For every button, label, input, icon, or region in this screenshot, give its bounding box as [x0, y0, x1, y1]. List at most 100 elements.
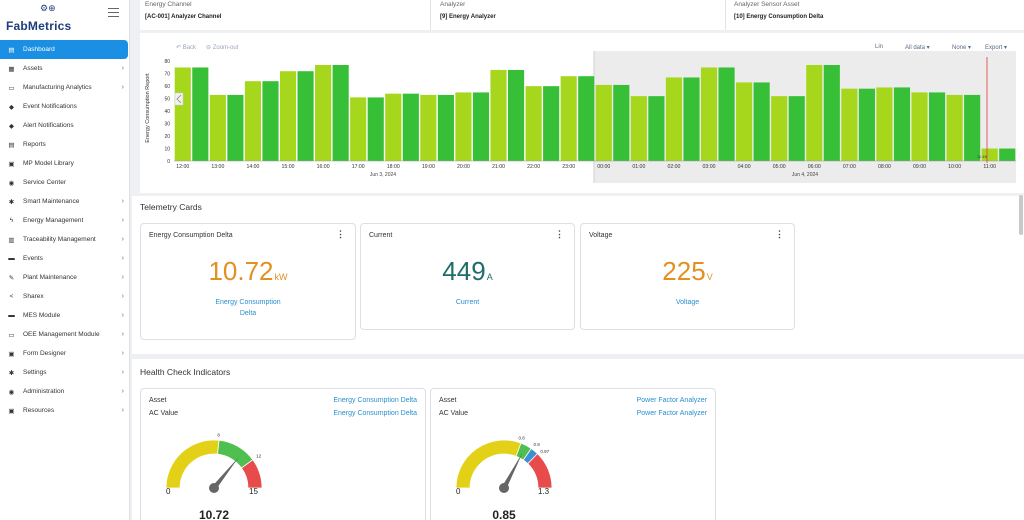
hamburger-menu-icon[interactable] — [108, 8, 119, 17]
sidebar-item-oee-management-module[interactable]: ▭ OEE Management Module › — [0, 325, 130, 344]
health-gauge: 0.8 0.9 0.97 — [455, 435, 553, 493]
chevron-right-icon: › — [121, 350, 124, 357]
chart-none-dropdown[interactable]: None ▾ — [952, 45, 972, 51]
sidebar-item-mes-module[interactable]: ▬ MES Module › — [0, 306, 130, 325]
sidebar-item-reports[interactable]: ▤ Reports — [0, 135, 130, 154]
sidebar-item-plant-maintenance[interactable]: ✎ Plant Maintenance › — [0, 268, 130, 287]
chart-zoom-out-button[interactable]: ⊖ Zoom-out — [206, 45, 239, 51]
energy-channel-filter[interactable]: Energy Channel [AC-001] Analyzer Channel — [145, 1, 221, 20]
divider — [725, 0, 726, 30]
gauge-value: 0.85 — [492, 508, 516, 520]
service-icon: ◉ — [8, 179, 15, 187]
kebab-menu-icon[interactable]: ⋮ — [336, 229, 345, 239]
gauge-min-label: 0 — [456, 487, 461, 496]
y-axis-title: Energy Consumption Report — [145, 73, 151, 143]
x-tick-label: 14:00 — [246, 164, 259, 170]
sidebar-item-events[interactable]: ▬ Events › — [0, 249, 130, 268]
y-tick-label: 60 — [164, 84, 170, 90]
chevron-right-icon: › — [121, 369, 124, 376]
metric-label-line1[interactable]: Energy Consumption — [215, 299, 281, 306]
ac-value-value[interactable]: Power Factor Analyzer — [636, 410, 707, 417]
chart-back-button[interactable]: ↶ Back — [176, 45, 197, 51]
marker-label: 11:15 — [977, 154, 987, 159]
sidebar-item-service-center[interactable]: ◉ Service Center — [0, 173, 130, 192]
admin-icon: ◉ — [8, 388, 15, 396]
app-logo[interactable]: ⚙⊕ FabMetrics — [4, 3, 104, 33]
chart-bar — [192, 67, 209, 161]
sidebar-item-manufacturing-analytics[interactable]: ▭ Manufacturing Analytics › — [0, 78, 130, 97]
sidebar-item-mp-model-library[interactable]: ▣ MP Model Library — [0, 154, 130, 173]
chart-bar — [928, 92, 946, 161]
chart-all-data-dropdown[interactable]: All data ▾ — [905, 45, 930, 51]
sidebar-item-label: Smart Maintenance — [23, 198, 80, 205]
oee-icon: ▭ — [8, 331, 15, 339]
gauge-max-label: 1.3 — [538, 487, 550, 496]
logo-mark-icon: ⚙⊕ — [40, 3, 56, 13]
metric-label-line2[interactable]: Delta — [239, 310, 257, 317]
health-card-energy: Asset Energy Consumption Delta AC Value … — [140, 388, 426, 520]
sidebar-item-traceability-management[interactable]: ▥ Traceability Management › — [0, 230, 130, 249]
sidebar-item-resources[interactable]: ▣ Resources › — [0, 401, 130, 420]
sidebar-item-label: Sharex — [23, 293, 44, 300]
telemetry-section: Telemetry Cards Energy Consumption Delta… — [132, 196, 1024, 354]
sidebar-item-alert-notifications[interactable]: ◆ Alert Notifications — [0, 116, 130, 135]
x-tick-label: 17:00 — [352, 164, 365, 170]
sidebar-item-label: Event Notifications — [23, 103, 77, 110]
sidebar: ⚙⊕ FabMetrics ▤ Dashboard ▦ Assets › ▭ Manufac… — [0, 0, 130, 520]
sidebar-item-label: Administration — [23, 388, 65, 395]
y-tick-label: 50 — [164, 97, 170, 103]
kebab-menu-icon[interactable]: ⋮ — [775, 229, 784, 239]
sidebar-item-smart-maintenance[interactable]: ✱ Smart Maintenance › — [0, 192, 130, 211]
sidebar-item-form-designer[interactable]: ▣ Form Designer › — [0, 344, 130, 363]
chart-bar — [841, 88, 858, 161]
sidebar-item-energy-management[interactable]: ϟ Energy Management › — [0, 211, 130, 230]
asset-value[interactable]: Energy Consumption Delta — [333, 397, 417, 404]
section-title: Health Check Indicators — [140, 367, 231, 377]
chevron-right-icon: › — [121, 274, 124, 281]
sidebar-item-settings[interactable]: ✱ Settings › — [0, 363, 130, 382]
page-scrollbar[interactable] — [1019, 195, 1023, 235]
kebab-menu-icon[interactable]: ⋮ — [555, 229, 564, 239]
sidebar-item-event-notifications[interactable]: ◆ Event Notifications — [0, 97, 130, 116]
ac-value-value[interactable]: Energy Consumption Delta — [333, 410, 417, 417]
chevron-right-icon: › — [121, 65, 124, 72]
sidebar-item-label: Assets — [23, 65, 43, 72]
sidebar-item-assets[interactable]: ▦ Assets › — [0, 59, 130, 78]
chart-bar — [595, 84, 612, 161]
gauge-value: 10.72 — [198, 508, 230, 520]
energy-bar-chart[interactable]: 0 10 20 30 40 50 60 70 80 Energy Consumption Repo… — [140, 33, 1024, 193]
assets-icon: ▦ — [8, 65, 15, 73]
y-tick-label: 80 — [164, 59, 170, 65]
gauge-needle — [212, 456, 239, 490]
chevron-right-icon: › — [121, 255, 124, 262]
share-icon: < — [9, 293, 14, 300]
chart-lin-button[interactable]: Lin — [875, 44, 884, 50]
y-tick-label: 0 — [167, 159, 170, 165]
form-icon: ▣ — [8, 350, 15, 358]
telemetry-card-energy: Energy Consumption Delta ⋮ 10.72kW Energ… — [140, 223, 356, 340]
sidebar-item-administration[interactable]: ◉ Administration › — [0, 382, 130, 401]
sidebar-item-dashboard[interactable]: ▤ Dashboard — [0, 40, 128, 59]
asset-value[interactable]: Power Factor Analyzer — [636, 397, 707, 404]
metric-label-line1[interactable]: Current — [455, 299, 480, 306]
sidebar-item-label: Events — [23, 255, 43, 262]
gauge-threshold-label: 0.9 — [534, 442, 541, 447]
ac-value-label: AC Value — [149, 410, 179, 417]
chart-scroll-left-button[interactable] — [174, 92, 184, 106]
sensor-asset-filter[interactable]: Analyzer Sensor Asset [10] Energy Consum… — [734, 1, 823, 20]
chart-bar — [244, 81, 262, 161]
x-tick-label: 19:00 — [422, 164, 435, 170]
chart-export-dropdown[interactable]: Export ▾ — [985, 45, 1008, 51]
sidebar-item-sharex[interactable]: < Sharex › — [0, 287, 130, 306]
gauge-hub — [499, 483, 509, 493]
x-tick-label: 13:00 — [211, 164, 224, 170]
filter-value: [AC-001] Analyzer Channel — [145, 14, 222, 20]
chart-bar — [227, 94, 244, 161]
analyzer-filter[interactable]: Analyzer [9] Energy Analyzer — [440, 1, 496, 20]
resources-icon: ▣ — [8, 407, 15, 415]
sidebar-item-label: Resources — [23, 407, 55, 414]
sidebar-item-label: Service Center — [23, 179, 66, 186]
metric-label-line1[interactable]: Voltage — [675, 299, 700, 306]
logo-text: FabMetrics — [6, 19, 72, 33]
chevron-right-icon: › — [121, 312, 124, 319]
